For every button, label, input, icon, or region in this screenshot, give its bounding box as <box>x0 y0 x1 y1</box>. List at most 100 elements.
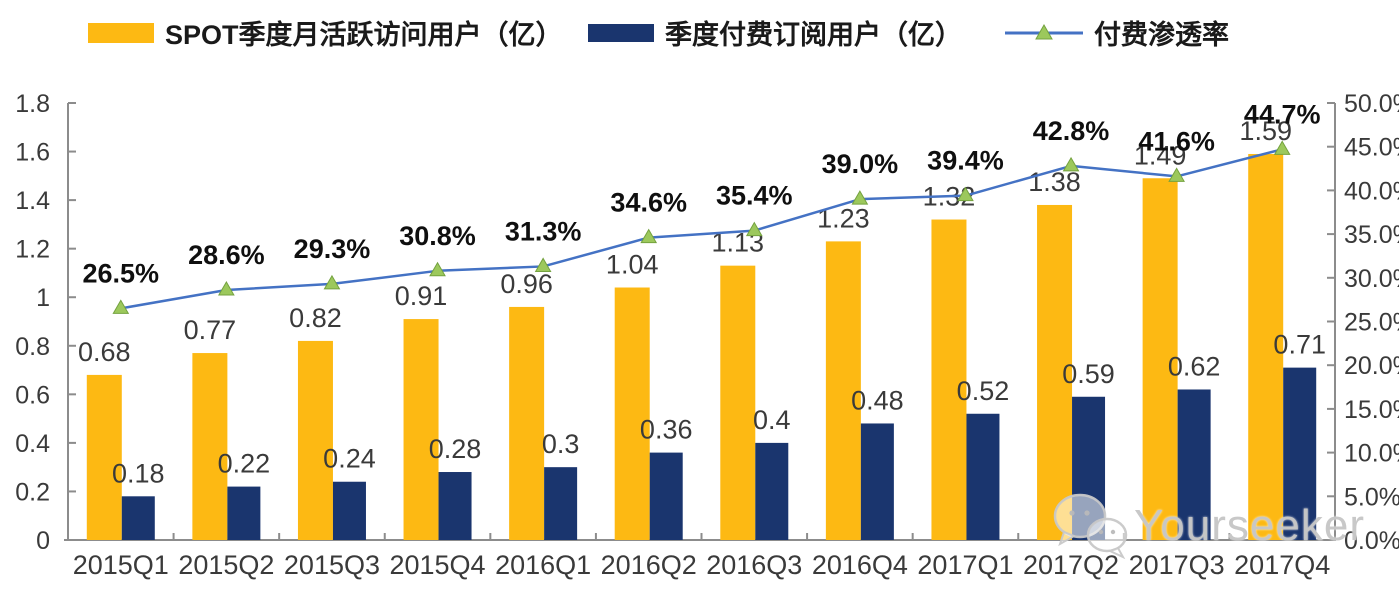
subs-value-label: 0.36 <box>640 415 693 445</box>
mau-bar <box>192 353 228 540</box>
penetration-pct-label: 30.8% <box>399 221 476 251</box>
x-axis-category-label: 2015Q3 <box>284 550 380 580</box>
subs-value-label: 0.52 <box>957 376 1010 406</box>
penetration-pct-label: 35.4% <box>716 181 793 211</box>
subs-bar <box>1072 396 1106 540</box>
mau-value-label: 1.49 <box>1134 140 1187 170</box>
subs-value-label: 0.28 <box>429 434 482 464</box>
left-axis-tick-label: 1.6 <box>15 139 50 167</box>
x-axis-category-label: 2015Q1 <box>73 550 169 580</box>
left-axis-tick-label: 1.8 <box>15 90 50 118</box>
penetration-pct-label: 31.3% <box>505 216 582 246</box>
x-axis-category-label: 2017Q3 <box>1129 550 1225 580</box>
subs-bar <box>755 442 789 540</box>
penetration-pct-label: 34.6% <box>610 188 687 218</box>
mau-legend-label: SPOT季度月活跃访问用户（亿） <box>165 20 563 50</box>
penetration-marker <box>429 261 446 277</box>
penetration-pct-label: 28.6% <box>188 240 265 270</box>
right-axis-tick-label: 35.0% <box>1344 221 1399 249</box>
mau-bar <box>931 219 967 541</box>
mau-bar <box>825 241 861 540</box>
subs-bar <box>227 486 261 540</box>
mau-bar <box>1142 178 1178 540</box>
subs-bar <box>649 452 683 540</box>
penetration-pct-label: 39.0% <box>822 149 899 179</box>
mau-bar <box>614 287 650 540</box>
left-axis-tick-label: 0 <box>36 527 50 555</box>
penetration-marker <box>640 228 658 244</box>
subs-value-label: 0.48 <box>851 385 904 415</box>
mau-bar <box>720 265 756 540</box>
subs-value-label: 0.18 <box>112 458 165 488</box>
subs-bar <box>544 467 578 540</box>
subs-value-label: 0.3 <box>542 429 580 459</box>
penetration-legend-label: 付费渗透率 <box>1094 20 1229 50</box>
mau-bar <box>1248 153 1284 540</box>
mau-value-label: 1.04 <box>606 250 659 280</box>
x-axis-category-label: 2017Q1 <box>917 550 1013 580</box>
penetration-marker <box>323 274 341 290</box>
subs-legend-swatch <box>588 23 654 42</box>
subs-bar <box>438 472 472 540</box>
right-axis-tick-label: 5.0% <box>1344 483 1399 511</box>
left-axis-tick-label: 0.4 <box>15 430 50 458</box>
subs-bar <box>121 496 155 540</box>
mau-value-label: 0.91 <box>395 281 448 311</box>
penetration-marker <box>1062 156 1080 172</box>
left-axis-tick-label: 1.2 <box>15 236 50 264</box>
right-axis-tick-label: 15.0% <box>1344 396 1399 424</box>
penetration-marker <box>851 190 869 205</box>
subs-value-label: 0.59 <box>1062 359 1115 389</box>
right-axis-tick-label: 40.0% <box>1344 177 1399 205</box>
subs-legend-label: 季度付费订阅用户（亿） <box>665 20 962 50</box>
subs-bar <box>860 423 894 540</box>
x-axis-category-label: 2015Q2 <box>178 550 274 580</box>
penetration-marker <box>112 299 130 314</box>
penetration-marker <box>1273 140 1291 155</box>
mau-bar <box>403 319 439 540</box>
subs-bar <box>1177 389 1211 540</box>
right-axis-tick-label: 10.0% <box>1344 440 1399 468</box>
right-axis-tick-label: 25.0% <box>1344 309 1399 337</box>
mau-value-label: 1.38 <box>1028 167 1081 197</box>
mau-value-label: 0.82 <box>289 303 342 333</box>
mau-value-label: 1.59 <box>1239 116 1292 146</box>
penetration-marker <box>534 257 552 272</box>
x-axis-category-label: 2016Q4 <box>812 550 908 580</box>
right-axis-tick-label: 0.0% <box>1344 527 1399 555</box>
mau-value-label: 0.96 <box>500 269 553 299</box>
left-axis-tick-label: 0.8 <box>15 333 50 361</box>
penetration-marker <box>1168 167 1185 182</box>
left-axis-tick-label: 0.2 <box>15 478 50 506</box>
right-axis-tick-label: 20.0% <box>1344 352 1399 380</box>
x-axis-category-label: 2017Q2 <box>1023 550 1119 580</box>
x-axis-category-label: 2016Q3 <box>706 550 802 580</box>
right-axis-tick-label: 30.0% <box>1344 265 1399 293</box>
left-axis-tick-label: 0.6 <box>15 381 50 409</box>
mau-value-label: 0.77 <box>184 315 237 345</box>
penetration-marker <box>218 281 235 296</box>
penetration-pct-label: 44.7% <box>1244 99 1321 129</box>
legend-item-mau: SPOT季度月活跃访问用户（亿） <box>88 13 563 52</box>
mau-bar <box>86 374 122 540</box>
mau-bar <box>1037 204 1073 540</box>
subs-value-label: 0.22 <box>218 449 271 479</box>
left-axis-tick-label: 1 <box>36 284 50 312</box>
penetration-line <box>120 148 1283 310</box>
subs-bar <box>332 481 366 540</box>
penetration-pct-label: 39.4% <box>927 146 1004 176</box>
right-axis-tick-label: 45.0% <box>1344 134 1399 162</box>
subs-bar <box>966 413 1000 540</box>
subs-value-label: 0.24 <box>323 444 376 474</box>
mau-bar <box>509 306 545 540</box>
penetration-marker <box>957 186 974 202</box>
mau-value-label: 1.23 <box>817 203 870 233</box>
left-axis-tick-label: 1.4 <box>15 187 50 215</box>
legend-item-subs: 季度付费订阅用户（亿） <box>588 13 962 52</box>
right-axis-tick-label: 50.0% <box>1344 90 1399 118</box>
penetration-pct-label: 26.5% <box>83 258 160 288</box>
subs-value-label: 0.62 <box>1168 351 1221 381</box>
x-axis-category-label: 2015Q4 <box>389 550 485 580</box>
